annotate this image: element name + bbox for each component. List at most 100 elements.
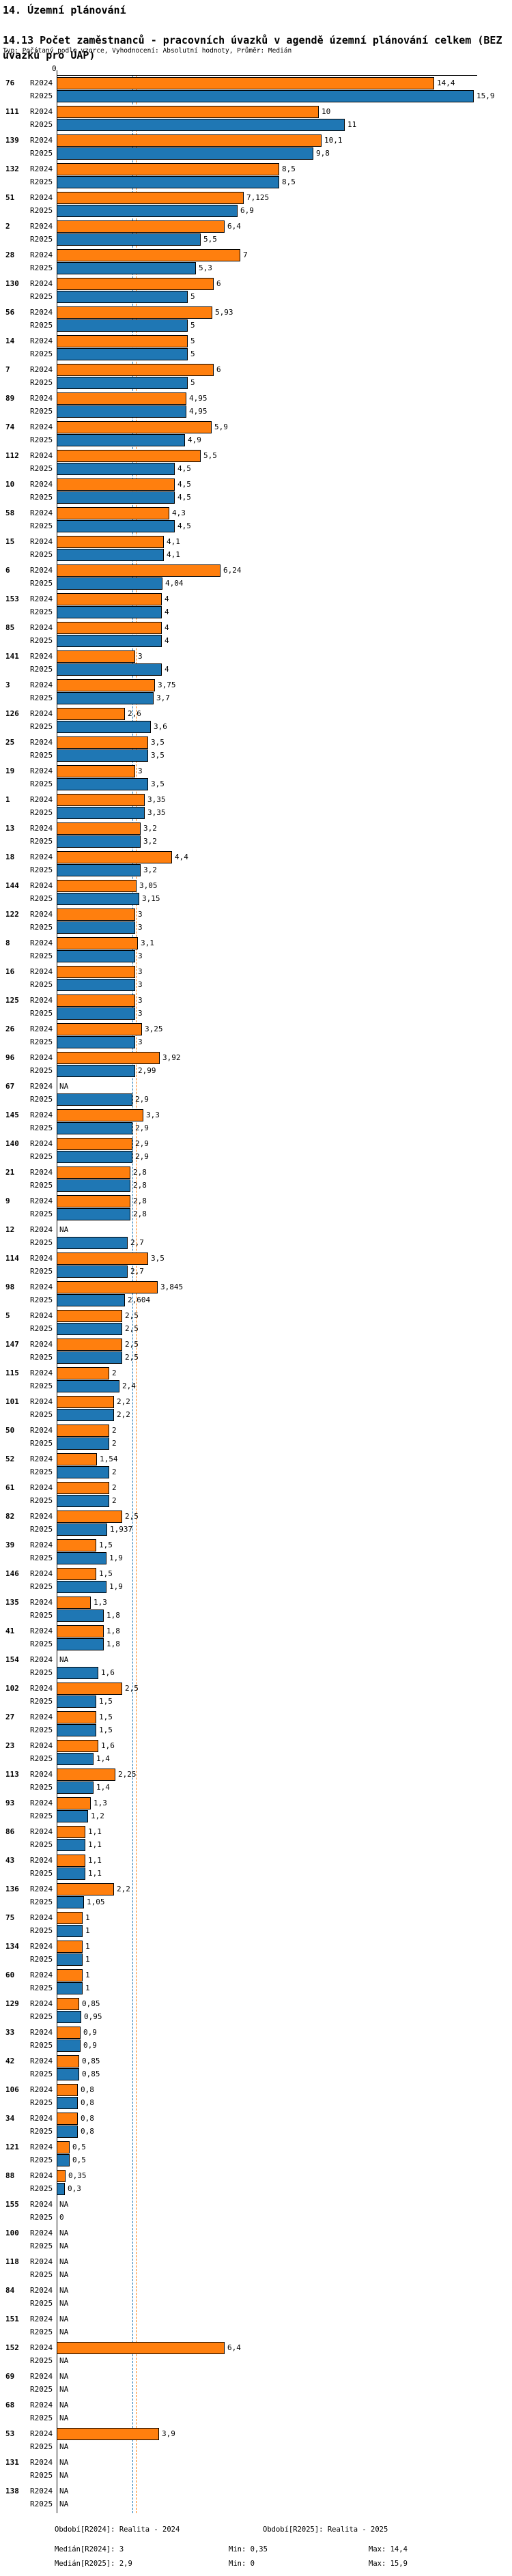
bar-row-r2024: R2024 4 xyxy=(0,593,512,605)
bar-r2024 xyxy=(57,2027,81,2039)
series-label-r2025: R2025 xyxy=(30,1124,53,1132)
series-label-r2025: R2025 xyxy=(30,1267,53,1276)
value-label: 6 xyxy=(216,365,221,374)
row-id-label: 96 xyxy=(5,1053,15,1062)
series-label-r2025: R2025 xyxy=(30,1955,53,1964)
bar-r2024 xyxy=(57,421,212,433)
value-label: 0,9 xyxy=(83,2041,97,2050)
bar-row-r2025: R2025 1,937 xyxy=(0,1523,512,1536)
value-label: NA xyxy=(59,2442,69,2451)
bar-row-r2024: R2024 4,4 xyxy=(0,851,512,863)
series-label-r2025: R2025 xyxy=(30,951,53,960)
series-label-r2024: R2024 xyxy=(30,709,53,718)
series-label-r2025: R2025 xyxy=(30,1640,53,1648)
series-label-r2025: R2025 xyxy=(30,1468,53,1476)
series-label-r2024: R2024 xyxy=(30,939,53,947)
bar-row-r2024: R2024 1,6 xyxy=(0,1740,512,1752)
row-id-label: 28 xyxy=(5,251,15,259)
series-label-r2024: R2024 xyxy=(30,1111,53,1119)
value-label: 2,5 xyxy=(125,1353,139,1362)
value-label: 3,3 xyxy=(146,1111,160,1119)
series-label-r2024: R2024 xyxy=(30,365,53,374)
series-label-r2025: R2025 xyxy=(30,1840,53,1849)
max-stat-r2024: Max: 14,4 xyxy=(369,2545,408,2553)
legend-period-r2024: Období[R2024]: Realita - 2024 xyxy=(55,2525,180,2534)
bar-row-r2025: R2025 2,9 xyxy=(0,1093,512,1106)
series-label-r2025: R2025 xyxy=(30,2270,53,2279)
value-label: NA xyxy=(59,2315,69,2323)
row-id-label: 88 xyxy=(5,2171,15,2180)
row-id-label: 51 xyxy=(5,193,15,202)
row-group: 112 R2024 5,5 R2025 4,5 xyxy=(0,450,512,478)
bar-row-r2024: R2024 2,8 xyxy=(0,1167,512,1179)
bar-row-r2024: R2024 3,1 xyxy=(0,937,512,949)
row-group: 28 R2024 7 R2025 5,3 xyxy=(0,249,512,278)
series-label-r2024: R2024 xyxy=(30,222,53,231)
series-label-r2024: R2024 xyxy=(30,1139,53,1148)
bar-row-r2025: R2025 6,9 xyxy=(0,205,512,217)
series-label-r2025: R2025 xyxy=(30,579,53,588)
bar-r2025 xyxy=(57,434,185,446)
bar-row-r2024: R2024 0,35 xyxy=(0,2170,512,2182)
series-label-r2025: R2025 xyxy=(30,2098,53,2107)
series-label-r2025: R2025 xyxy=(30,2184,53,2193)
value-label: 0 xyxy=(59,2213,64,2222)
value-label: 3,92 xyxy=(162,1053,181,1062)
bar-r2025 xyxy=(57,663,162,676)
value-label: 2,9 xyxy=(135,1139,149,1148)
row-id-label: 67 xyxy=(5,1082,15,1091)
bar-r2024 xyxy=(57,478,175,491)
value-label: 1,5 xyxy=(99,1541,113,1549)
series-label-r2025: R2025 xyxy=(30,91,53,100)
bar-r2024 xyxy=(57,908,135,921)
series-label-r2024: R2024 xyxy=(30,738,53,747)
chart-subtitle: Typ: Počítaný podle vzorce, Vyhodnocení:… xyxy=(3,47,292,55)
value-label: 4,95 xyxy=(189,394,208,403)
series-label-r2025: R2025 xyxy=(30,235,53,244)
value-label: 5 xyxy=(190,321,195,330)
bar-row-r2024: R2024 3,35 xyxy=(0,794,512,806)
bar-row-r2024: R2024 2 xyxy=(0,1482,512,1494)
series-label-r2025: R2025 xyxy=(30,1697,53,1706)
value-label: 3,5 xyxy=(151,779,165,788)
legend-period-r2025: Období[R2025]: Realita - 2025 xyxy=(263,2525,388,2534)
bar-r2024 xyxy=(57,1769,115,1781)
value-label: 1,8 xyxy=(106,1640,120,1648)
bar-row-r2024: R2024 2,2 xyxy=(0,1396,512,1408)
bar-r2025 xyxy=(57,1925,83,1937)
value-label: 1,5 xyxy=(99,1713,113,1721)
series-label-r2024: R2024 xyxy=(30,1913,53,1922)
series-label-r2024: R2024 xyxy=(30,1197,53,1205)
value-label: 1,937 xyxy=(110,1525,133,1534)
series-label-r2024: R2024 xyxy=(30,967,53,976)
row-id-label: 10 xyxy=(5,480,15,489)
row-group: 76 R2024 14,4 R2025 15,9 xyxy=(0,77,512,106)
value-label: NA xyxy=(59,2500,69,2508)
value-label: 3 xyxy=(138,910,143,919)
bar-row-r2025: R2025 0,8 xyxy=(0,2126,512,2138)
series-label-r2025: R2025 xyxy=(30,2041,53,2050)
series-label-r2025: R2025 xyxy=(30,1869,53,1878)
row-group: 43 R2024 1,1 R2025 1,1 xyxy=(0,1855,512,1883)
bar-row-r2024: R2024 0,9 xyxy=(0,2027,512,2039)
series-label-r2024: R2024 xyxy=(30,1168,53,1177)
value-label: 14,4 xyxy=(437,78,455,87)
bar-r2025 xyxy=(57,1695,96,1708)
series-label-r2025: R2025 xyxy=(30,722,53,731)
row-group: 132 R2024 8,5 R2025 8,5 xyxy=(0,163,512,192)
value-label: 10,1 xyxy=(324,136,343,145)
series-label-r2024: R2024 xyxy=(30,1885,53,1893)
row-group: 2 R2024 6,4 R2025 5,5 xyxy=(0,220,512,249)
bar-r2024 xyxy=(57,822,141,835)
series-label-r2024: R2024 xyxy=(30,2114,53,2123)
bar-r2024 xyxy=(57,1511,122,1523)
row-group: 121 R2024 0,5 R2025 0,5 xyxy=(0,2141,512,2170)
value-label: 4,04 xyxy=(165,579,184,588)
value-label: 3,35 xyxy=(147,808,166,817)
row-group: 21 R2024 2,8 R2025 2,8 xyxy=(0,1167,512,1195)
row-group: 39 R2024 1,5 R2025 1,9 xyxy=(0,1539,512,1568)
value-label: 6,4 xyxy=(227,222,241,231)
value-label: 2 xyxy=(112,1496,117,1505)
bar-r2025 xyxy=(57,1867,85,1880)
value-label: 5 xyxy=(190,378,195,387)
